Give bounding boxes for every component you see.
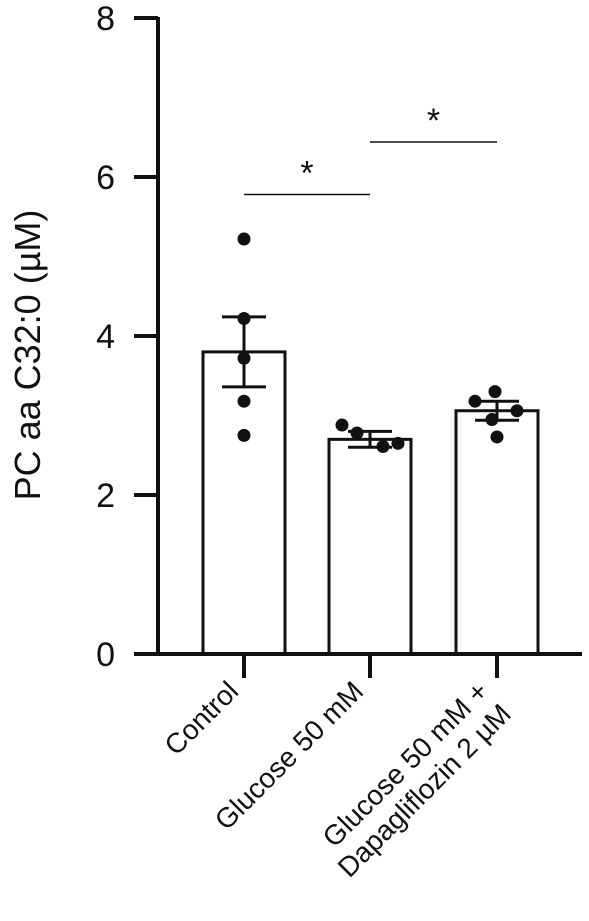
- y-tick-label-8: 8: [96, 0, 115, 38]
- y-tick-label-0: 0: [96, 636, 115, 674]
- y-axis-label: PC aa C32:0 (µM): [7, 210, 48, 501]
- data-point-0-3: [237, 394, 251, 408]
- y-tick-label-2: 2: [96, 477, 115, 515]
- data-point-1-0: [335, 418, 349, 432]
- data-point-0-2: [237, 351, 251, 365]
- data-point-2-4: [490, 430, 504, 444]
- data-point-2-3: [485, 412, 499, 426]
- data-point-1-2: [391, 436, 405, 450]
- significance-label-1: *: [427, 102, 440, 140]
- y-tick-label-6: 6: [96, 159, 115, 197]
- data-point-2-1: [468, 394, 482, 408]
- data-point-1-3: [376, 440, 390, 454]
- significance-label-0: *: [300, 154, 313, 192]
- data-point-1-1: [350, 426, 364, 440]
- x-tick-label-0: Control: [158, 675, 244, 761]
- data-point-2-0: [488, 385, 502, 399]
- data-point-0-0: [237, 232, 251, 246]
- y-tick-label-4: 4: [96, 318, 115, 356]
- data-point-0-1: [237, 312, 251, 326]
- x-tick-label-line: Control: [158, 675, 244, 761]
- bar-1: [327, 437, 413, 656]
- data-point-0-4: [237, 428, 251, 442]
- bar-2: [454, 409, 540, 656]
- data-point-2-2: [510, 404, 524, 418]
